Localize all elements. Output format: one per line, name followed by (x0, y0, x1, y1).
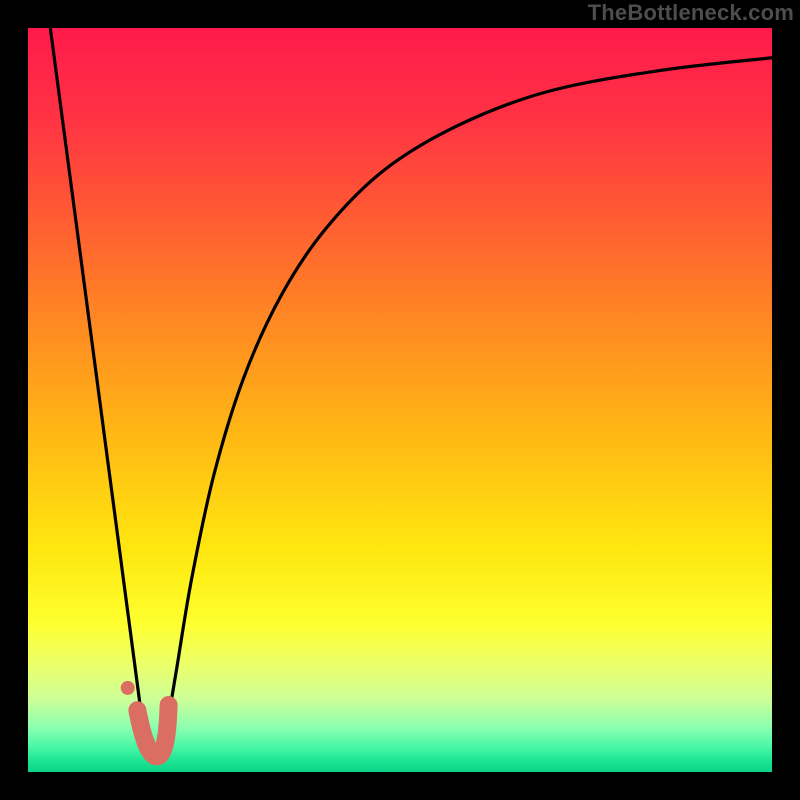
gradient-background (28, 28, 772, 772)
chart-container: TheBottleneck.com (0, 0, 800, 800)
watermark-text: TheBottleneck.com (588, 0, 794, 26)
dot-marker (121, 681, 135, 695)
plot-svg (28, 28, 772, 772)
plot-area (28, 28, 772, 772)
